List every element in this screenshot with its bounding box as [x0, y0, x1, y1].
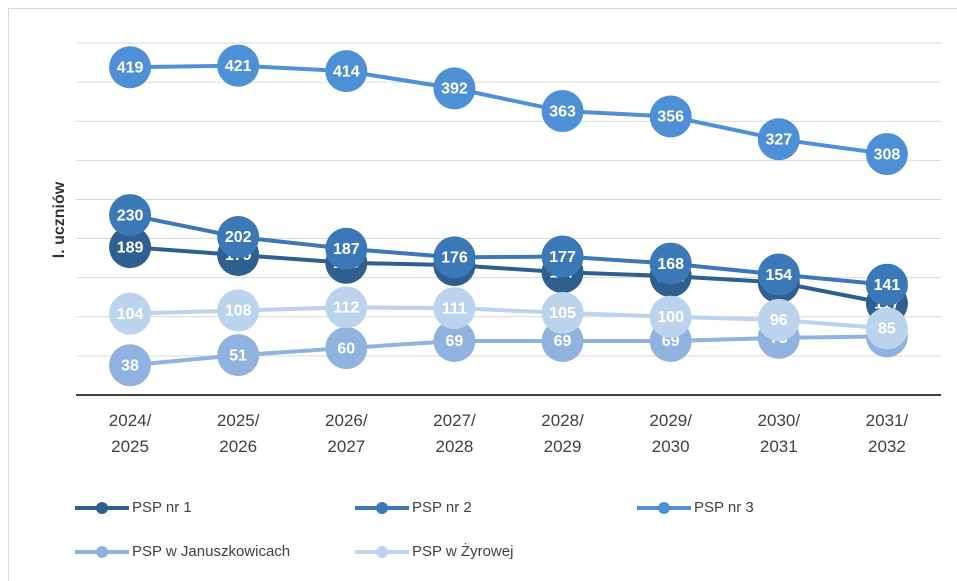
- legend-label: PSP nr 3: [694, 499, 754, 516]
- data-point: [541, 235, 584, 278]
- data-point: [109, 226, 152, 269]
- data-label: 38: [121, 357, 139, 374]
- data-point: [433, 236, 476, 279]
- data-label: 51: [229, 347, 247, 364]
- x-tick-label: 2027/ 2028: [433, 411, 476, 456]
- data-label: 105: [549, 305, 576, 322]
- data-point: [217, 44, 260, 87]
- legend-marker: [96, 546, 108, 558]
- x-tick-label: 2030/ 2031: [757, 411, 801, 456]
- data-label: 187: [333, 241, 360, 258]
- legend-marker: [376, 502, 388, 514]
- data-label: 230: [117, 207, 144, 224]
- data-label: 202: [225, 229, 252, 246]
- legend-label: PSP w Januszkowicach: [132, 543, 291, 560]
- data-label: 356: [657, 109, 684, 126]
- data-label: 112: [333, 300, 359, 317]
- data-point: [865, 307, 908, 350]
- data-point: [109, 292, 152, 335]
- legend-marker: [376, 546, 388, 558]
- data-point: [217, 215, 260, 258]
- data-point: [541, 90, 584, 133]
- data-point: [649, 95, 692, 138]
- x-tick-label: 2024/ 2025: [108, 411, 152, 456]
- data-label: 100: [657, 309, 684, 326]
- data-point: [325, 50, 368, 93]
- data-label: 85: [878, 321, 896, 338]
- y-axis-label: l. uczniów: [51, 181, 68, 258]
- data-label: 308: [874, 146, 901, 163]
- legend-label: PSP nr 2: [412, 499, 472, 516]
- data-label: 176: [441, 250, 468, 267]
- data-label: 111: [442, 300, 467, 317]
- data-label: 168: [657, 256, 684, 273]
- data-label: 69: [446, 333, 464, 350]
- data-label: 421: [225, 58, 252, 75]
- legend-marker: [658, 502, 670, 514]
- data-point: [217, 334, 260, 377]
- data-point: [325, 227, 368, 270]
- x-tick-label: 2031/ 2032: [865, 411, 909, 456]
- data-label: 392: [441, 81, 468, 98]
- chart-border: [8, 8, 957, 581]
- data-label: 108: [225, 303, 252, 320]
- data-point: [649, 242, 692, 285]
- data-point: [541, 291, 584, 334]
- legend-label: PSP w Żyrowej: [412, 543, 514, 560]
- data-point: [757, 253, 800, 296]
- data-point: [865, 263, 908, 306]
- data-label: 69: [554, 333, 572, 350]
- legend-marker: [96, 502, 108, 514]
- data-label: 419: [117, 59, 144, 76]
- data-label: 96: [770, 312, 788, 329]
- data-point: [109, 46, 152, 89]
- data-label: 189: [117, 239, 144, 256]
- data-point: [649, 295, 692, 338]
- data-point: [109, 194, 152, 237]
- data-label: 327: [765, 131, 792, 148]
- x-tick-label: 2028/ 2029: [541, 411, 584, 456]
- data-label: 60: [337, 340, 355, 357]
- data-label: 104: [117, 306, 144, 323]
- data-point: [865, 133, 908, 176]
- data-label: 177: [549, 249, 576, 266]
- data-point: [109, 344, 152, 387]
- data-point: [217, 289, 260, 332]
- data-point: [325, 327, 368, 370]
- data-point: [757, 298, 800, 341]
- data-point: [757, 118, 800, 161]
- data-point: [433, 67, 476, 110]
- x-tick-label: 2026/ 2027: [325, 411, 368, 456]
- data-point: [325, 286, 368, 329]
- data-point: [433, 320, 476, 363]
- x-tick-label: 2029/ 2030: [649, 411, 692, 456]
- data-label: 69: [662, 333, 680, 350]
- data-label: 363: [549, 103, 576, 120]
- legend-label: PSP nr 1: [132, 499, 192, 516]
- data-label: 414: [333, 63, 360, 80]
- data-point: [433, 287, 476, 330]
- data-label: 154: [765, 267, 792, 284]
- data-label: 141: [874, 277, 901, 294]
- x-tick-label: 2025/ 2026: [216, 411, 260, 456]
